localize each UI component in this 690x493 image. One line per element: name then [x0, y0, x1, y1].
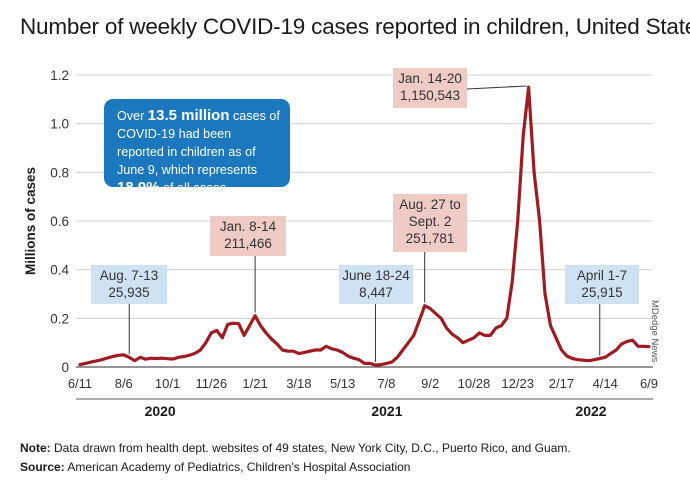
- x-tick-label: 10/1: [155, 376, 180, 391]
- y-tick-label: 0.4: [50, 263, 69, 278]
- note-label: Note:: [20, 441, 51, 455]
- annotation-line-1: June 18-24: [342, 268, 410, 283]
- annotation-aug-7-13: Aug. 7-13 25,935: [91, 265, 167, 304]
- annotation-june-18-24: June 18-24 8,447: [339, 265, 413, 304]
- annotation-line-3: 251,781: [405, 231, 455, 246]
- note-text: Data drawn from health dept. websites of…: [50, 441, 571, 455]
- footnote-source: Source: American Academy of Pediatrics, …: [20, 460, 410, 474]
- callout-text-mid: cases of COVID-19 had been reported in c…: [117, 109, 280, 177]
- x-tick-label: 9/2: [421, 376, 439, 391]
- annotation-line-1: Aug. 7-13: [99, 268, 159, 283]
- annotation-line-2: 1,150,543: [399, 88, 461, 103]
- footnote-note: Note: Data drawn from health dept. websi…: [20, 441, 571, 455]
- annotation-line-2: 8,447: [359, 285, 393, 300]
- callout-text-pre: Over: [117, 109, 148, 123]
- year-label: 2020: [145, 403, 176, 419]
- source-label: Source:: [20, 460, 65, 474]
- chart-title: Number of weekly COVID-19 cases reported…: [20, 14, 690, 39]
- annotation-line-1: April 1-7: [576, 268, 628, 283]
- y-tick-label: 0.8: [50, 165, 69, 180]
- callout-text-post: of all cases.: [159, 181, 230, 195]
- y-tick-label: 0.2: [50, 311, 69, 326]
- annotation-line-2: 211,466: [224, 236, 272, 251]
- x-tick-label: 4/14: [593, 376, 618, 391]
- callout-percentage: 18.9%: [117, 179, 160, 196]
- annotation-line-1: Aug. 27 to: [399, 197, 461, 212]
- x-tick-label: 12/23: [501, 376, 534, 391]
- annotation-line-2: 25,935: [108, 285, 150, 300]
- callout-total-cases: 13.5 million: [147, 107, 230, 124]
- x-tick-label: 3/18: [286, 376, 311, 391]
- year-label: 2021: [371, 403, 402, 419]
- x-tick-label: 1/21: [242, 376, 267, 391]
- annotation-line-1: Jan. 8-14: [219, 219, 277, 234]
- annotation-jan-14-20: Jan. 14-20 1,150,543: [393, 68, 467, 108]
- series-line-weekly-cases: [78, 85, 651, 367]
- x-tick-label: 8/6: [115, 376, 133, 391]
- x-tick-label: 2/17: [549, 376, 574, 391]
- annotation-line-1: Jan. 14-20: [398, 71, 462, 86]
- y-tick-label: 1.2: [50, 68, 69, 83]
- annotation-line-2: Sept. 2: [408, 214, 452, 229]
- y-tick-label: 0.6: [50, 214, 69, 229]
- x-tick-label: 6/11: [68, 376, 92, 391]
- summary-callout: Over 13.5 million cases of COVID-19 had …: [104, 99, 290, 196]
- y-axis-title: Millions of cases: [23, 167, 38, 275]
- annotation-aug-27-sept-2: Aug. 27 to Sept. 2 251,781: [393, 194, 467, 252]
- annotation-april-1-7: April 1-7 25,915: [565, 265, 639, 304]
- y-tick-label: 1.0: [50, 117, 69, 132]
- x-tick-label: 6/9: [640, 376, 658, 391]
- credit-label: MDedge News: [649, 300, 660, 363]
- x-tick-label: 11/26: [196, 376, 228, 391]
- annotation-jan-8-14: Jan. 8-14 211,466: [210, 216, 286, 256]
- source-text: American Academy of Pediatrics, Children…: [64, 460, 411, 474]
- x-tick-label: 5/13: [330, 376, 355, 391]
- year-label: 2022: [575, 403, 606, 419]
- x-tick-label: 10/28: [458, 376, 491, 391]
- annotation-leader-line: [466, 85, 527, 90]
- x-tick-label: 7/8: [377, 376, 395, 391]
- y-tick-label: 0: [61, 360, 69, 375]
- annotation-line-2: 25,915: [581, 285, 623, 300]
